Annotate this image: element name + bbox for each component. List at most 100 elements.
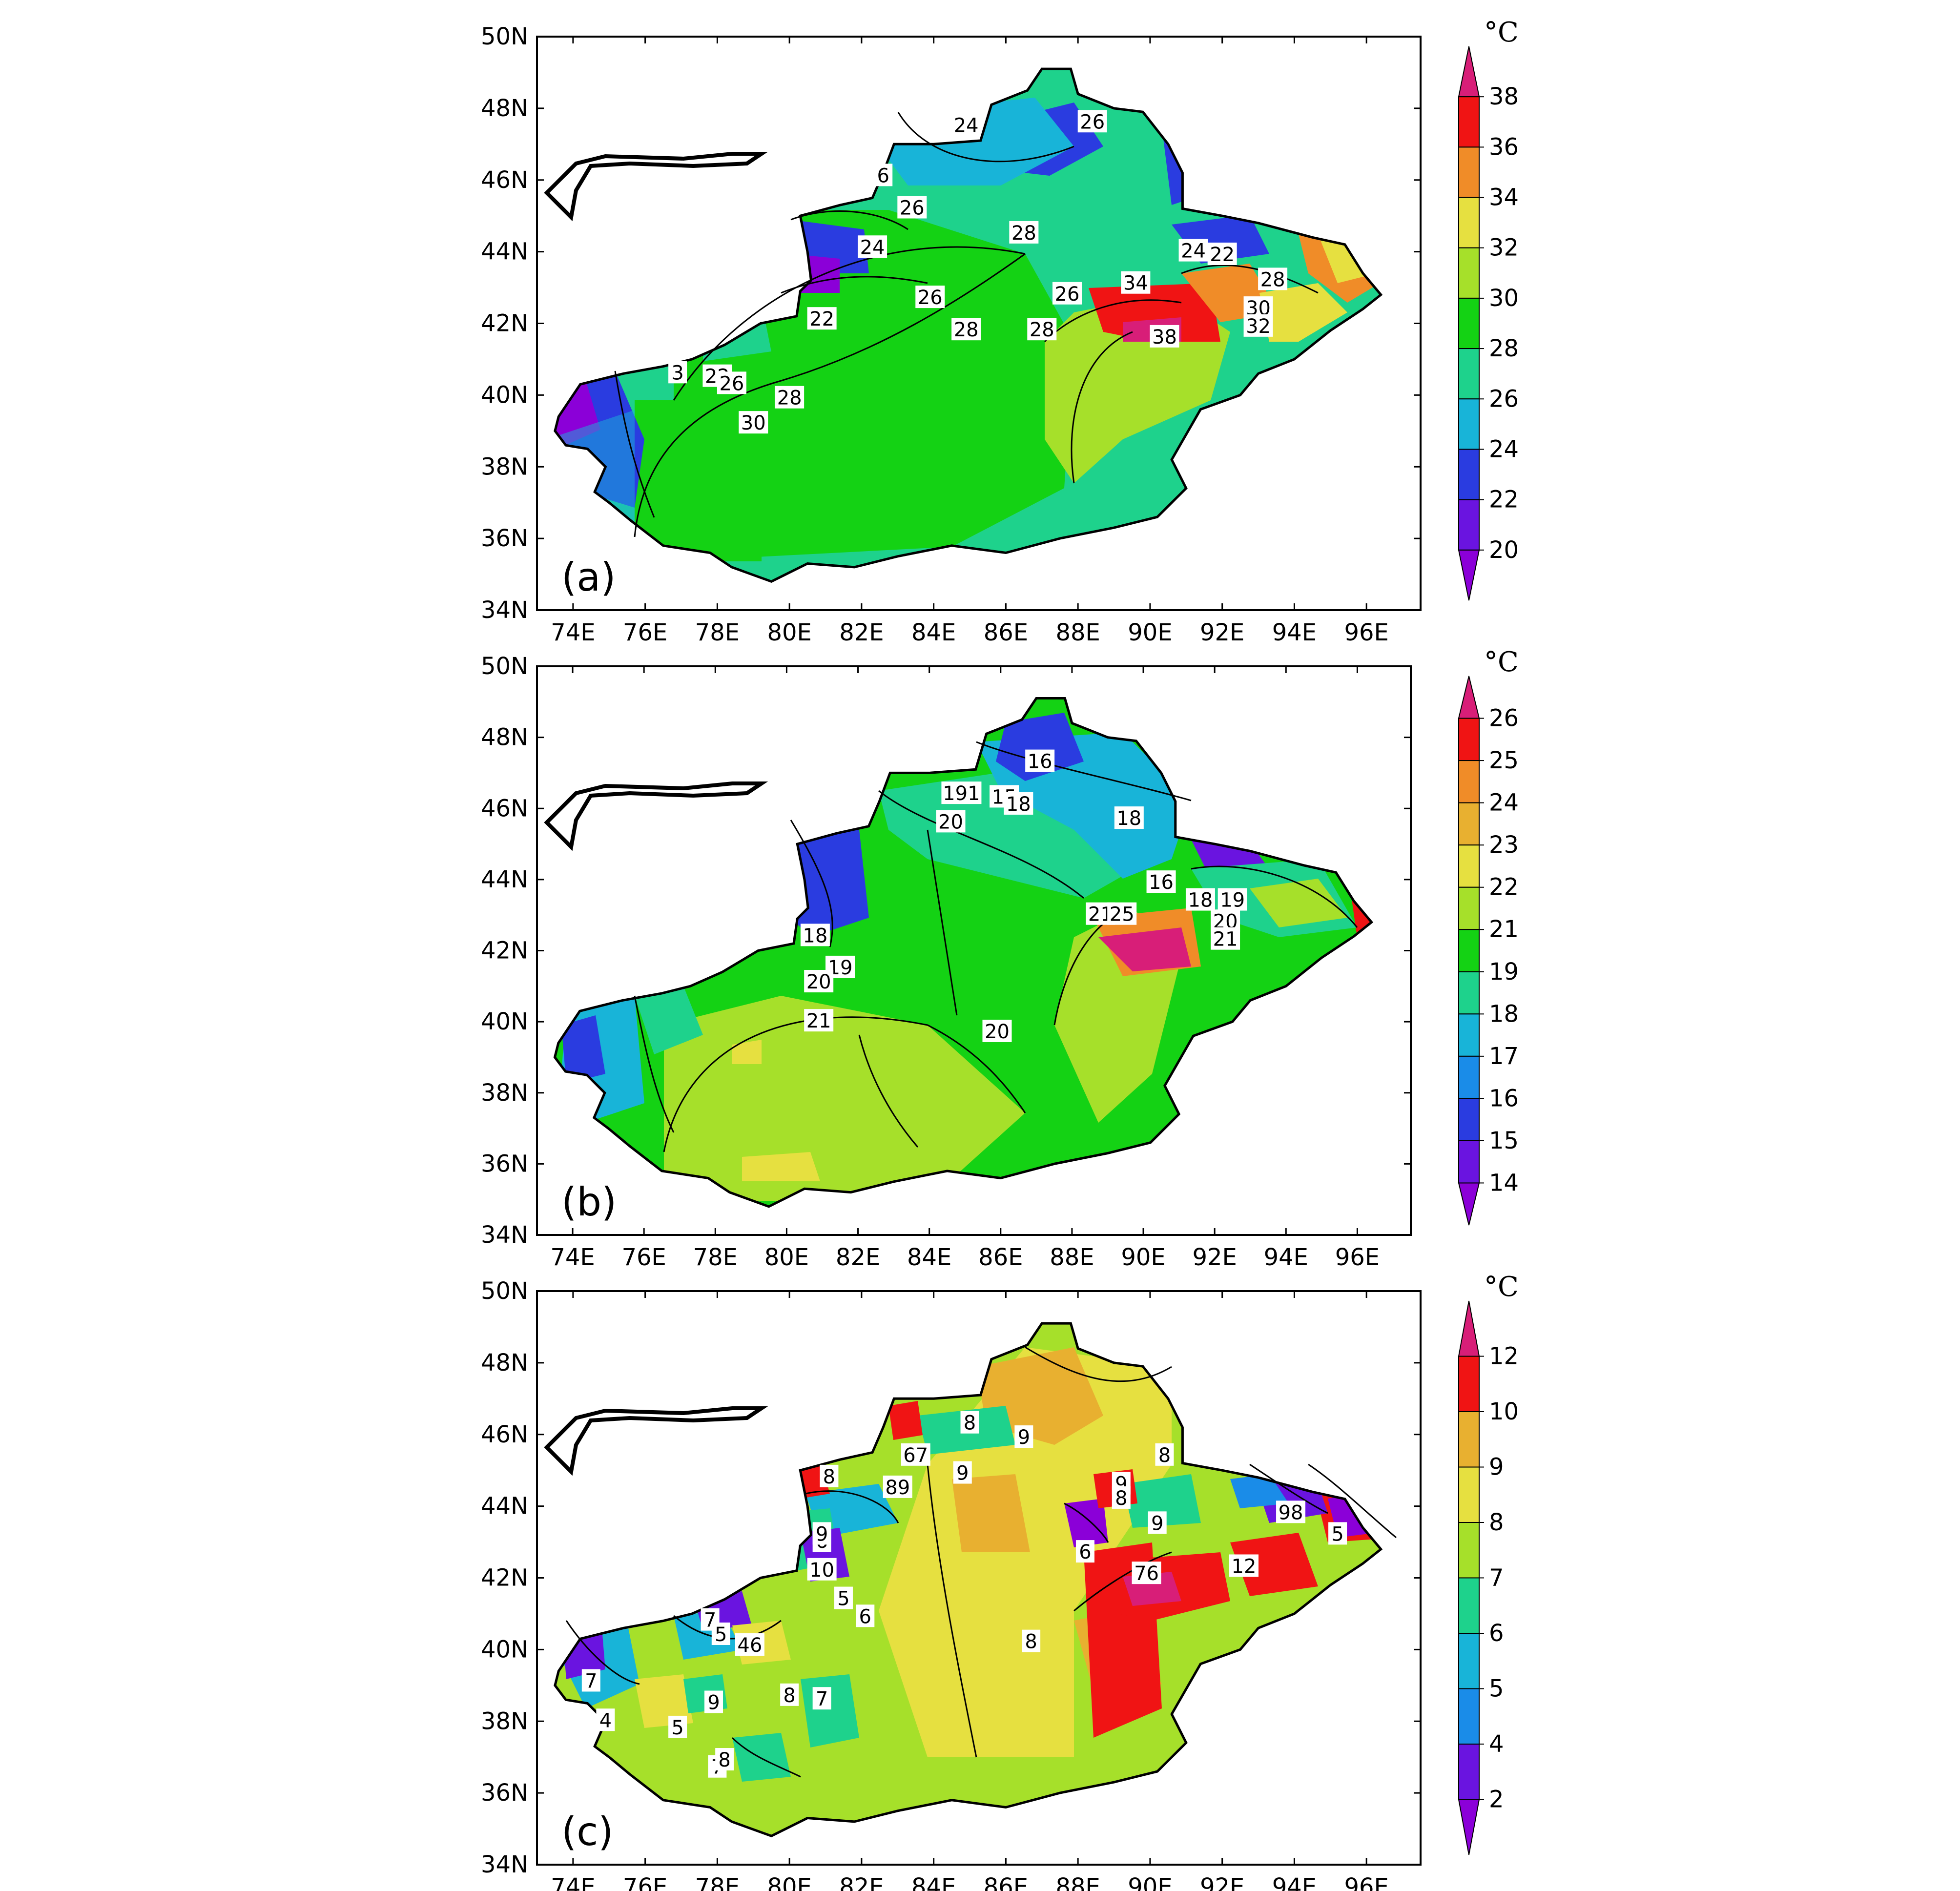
panel-c-contour-lines [565,1346,1397,1778]
contour-label: 20 [938,811,963,833]
x-tick-label: 76E [621,1244,666,1271]
contour-label-bg [982,1019,1012,1042]
y-tick-label: 38N [481,1707,528,1735]
colorbar-label: 26 [1489,385,1519,412]
panel-c-lake-outline [544,1406,768,1476]
panel-b-y-ticks: 50N 48N 46N 44N 42N 40N 38N 36N 34N [481,653,1411,1249]
y-tick-label: 48N [481,1349,528,1377]
y-tick-label: 44N [481,238,528,266]
x-tick-label: 84E [911,619,956,646]
colorbar-label: 20 [1489,536,1519,564]
contour-label-bg [775,386,805,409]
colorbar-upper-triangle [1458,676,1480,719]
contour-label: 20 [806,971,831,993]
contour-label: 18 [1116,807,1141,830]
contour-label-bg [856,1604,875,1627]
y-tick-label: 48N [481,95,528,122]
colorbar-box [1458,348,1480,400]
contour-label: 6 [877,164,889,187]
contour-label: 6 [1079,1541,1091,1563]
x-tick-label: 74E [551,1873,595,1891]
contour-label-bg [1155,1443,1174,1466]
colorbar-label: 14 [1489,1169,1519,1196]
contour-label: 20 [985,1021,1010,1043]
contour-label-bg [858,235,887,258]
y-tick-label: 38N [481,1079,528,1107]
contour-label-bg [717,371,746,394]
x-tick-label: 84E [911,1873,956,1891]
colorbar-box [1458,499,1480,551]
y-tick-label: 50N [481,653,528,680]
contour-label-bg [1217,888,1247,911]
colorbar-label: 8 [1489,1509,1504,1536]
contour-label-bg [936,810,966,833]
contour-label: 191 [943,782,980,805]
contour-label: 19 [1220,889,1245,912]
colorbar-unit: °C [1484,1271,1519,1303]
colorbar-label: 17 [1489,1043,1519,1070]
x-tick-label: 92E [1200,1873,1244,1891]
colorbar-box [1458,146,1480,198]
x-tick-label: 86E [984,619,1028,646]
contour-label-bg [883,1475,912,1498]
colorbar-box [1458,1140,1480,1184]
contour-label-bg [1211,927,1240,950]
x-tick-label: 82E [839,619,884,646]
y-tick-label: 42N [481,1564,528,1592]
contour-label-bg [941,781,982,804]
colorbar-unit: °C [1484,646,1519,678]
contour-label-bg [739,411,768,434]
colorbar-label: 19 [1489,958,1519,986]
y-tick-label: 40N [481,1008,528,1035]
colorbar-box [1458,1356,1480,1412]
colorbar-unit: °C [1484,17,1519,48]
panel-b-lake-outline [544,781,768,851]
x-tick-label: 92E [1200,619,1244,646]
contour-label: 26 [1080,111,1105,133]
colorbar-label: 32 [1489,234,1519,262]
x-tick-label: 86E [978,1244,1023,1271]
contour-label-bg [874,164,893,186]
colorbar-label: 18 [1489,1000,1519,1028]
panel-a-contour-lines [614,112,1319,537]
colorbar-label: 24 [1489,435,1519,463]
colorbar-label: 16 [1489,1085,1519,1112]
x-tick-label: 94E [1264,1244,1308,1271]
contour-label-bg [780,1683,799,1706]
panel-c-y-ticks: 50N 48N 46N 44N 42N 40N 38N 36N 34N [481,1277,1421,1878]
x-tick-label: 84E [907,1244,951,1271]
panel-c-label: (c) [561,1809,613,1854]
colorbar-box [1458,929,1480,972]
y-tick-label: 34N [481,1221,528,1249]
contour-label: 8 [718,1749,730,1771]
colorbar-upper-triangle [1458,1300,1480,1357]
panel-b: 50N 48N 46N 44N 42N 40N 38N 36N 34N 74E 76E 78E 80E… [481,646,1519,1271]
contour-label-bg [596,1708,615,1731]
colorbar-label: 22 [1489,874,1519,901]
colorbar-label: 30 [1489,285,1519,312]
y-tick-label: 50N [481,23,528,50]
contour-label-bg [1132,1562,1161,1584]
contour-label: 26 [1055,283,1080,306]
panel-c-boundary [554,1322,1383,1838]
colorbar-box [1458,1633,1480,1689]
contour-label-bg [704,1690,723,1713]
colorbar-label: 10 [1489,1398,1519,1425]
x-tick-label: 94E [1272,619,1317,646]
contour-label-bg [1052,282,1082,305]
contour-label: 8 [783,1685,795,1707]
contour-label: 28 [777,387,802,410]
panel-a-boundary [554,67,1383,583]
contour-label-bg [715,1748,734,1771]
contour-label: 26 [719,372,744,395]
panel-a-label: (a) [561,555,616,600]
contour-label-bg [1077,110,1107,133]
contour-label-bg [1107,902,1137,925]
colorbar-label: 7 [1489,1564,1504,1592]
y-tick-label: 36N [481,525,528,552]
contour-label: 24 [1181,240,1206,263]
panel-a-y-ticks: 50N 48N 46N 44N 42N 40N 38N 36N 34N [481,23,1421,624]
y-tick-label: 48N [481,724,528,751]
x-tick-label: 82E [839,1873,884,1891]
